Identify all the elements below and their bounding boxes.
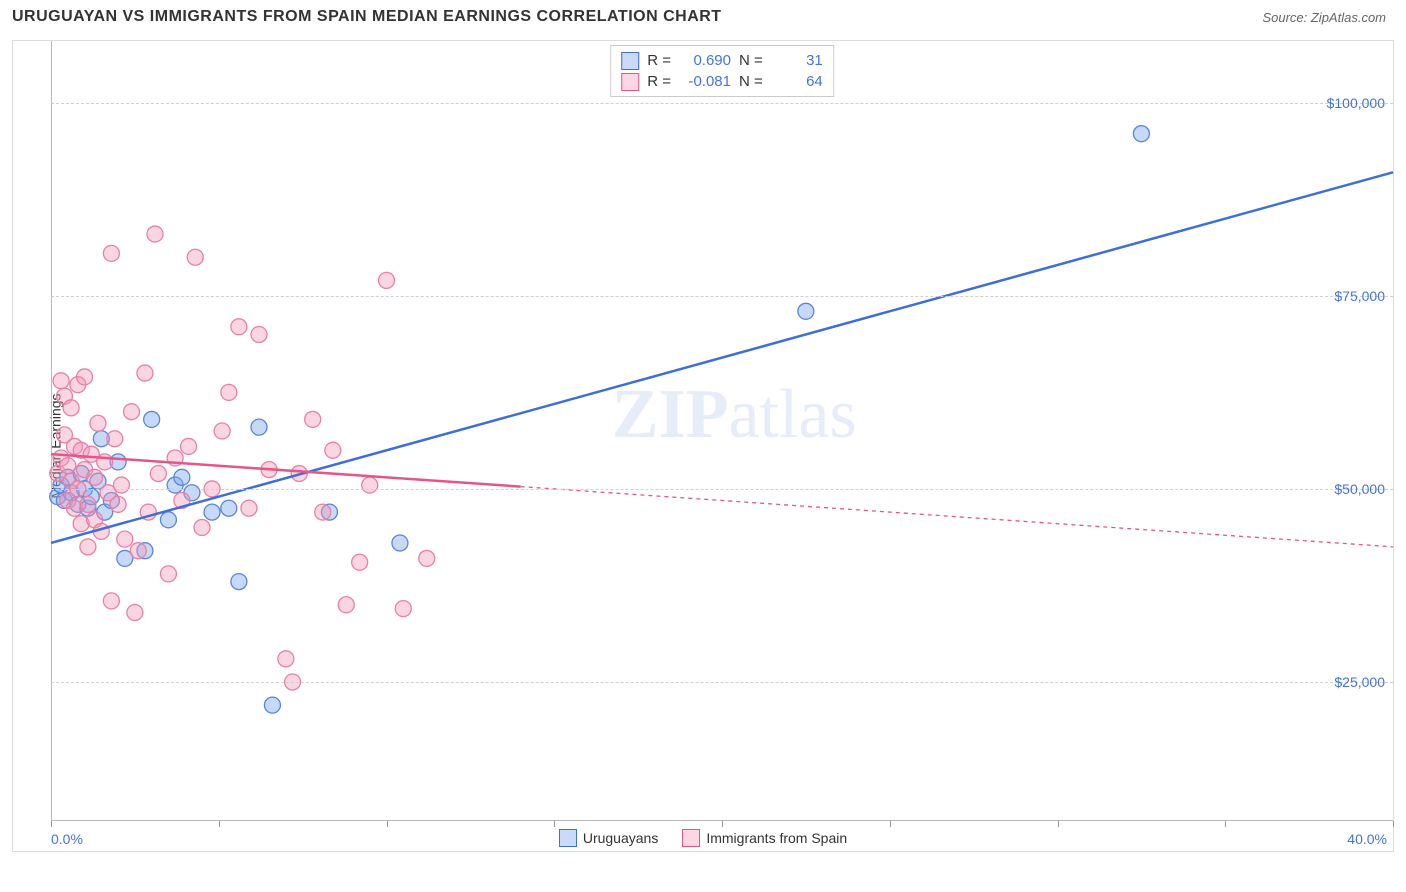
stat-n-label: N = xyxy=(739,50,763,71)
gridline-h xyxy=(51,296,1393,297)
x-tick xyxy=(1393,821,1394,827)
data-point-immigrants_spain xyxy=(117,531,133,547)
y-tick-label: $25,000 xyxy=(1334,674,1385,690)
stats-legend: R = 0.690 N = 31 R = -0.081 N = 64 xyxy=(610,45,834,97)
data-point-immigrants_spain xyxy=(395,601,411,617)
y-tick-label: $100,000 xyxy=(1327,95,1385,111)
data-point-immigrants_spain xyxy=(362,477,378,493)
stat-r-label: R = xyxy=(647,50,671,71)
data-point-immigrants_spain xyxy=(315,504,331,520)
legend-swatch-immigrants_spain xyxy=(682,829,700,847)
data-point-uruguayans xyxy=(231,574,247,590)
data-point-uruguayans xyxy=(160,512,176,528)
data-point-uruguayans xyxy=(174,469,190,485)
trendline-uruguayans xyxy=(51,172,1393,543)
stat-r-label: R = xyxy=(647,71,671,92)
data-point-immigrants_spain xyxy=(77,369,93,385)
data-point-immigrants_spain xyxy=(63,400,79,416)
data-point-immigrants_spain xyxy=(379,272,395,288)
bottom-legend: Uruguayans Immigrants from Spain xyxy=(13,829,1393,847)
data-point-uruguayans xyxy=(204,504,220,520)
data-point-immigrants_spain xyxy=(130,543,146,559)
x-tick xyxy=(890,821,891,827)
data-point-immigrants_spain xyxy=(137,365,153,381)
data-point-immigrants_spain xyxy=(352,554,368,570)
stat-n-value: 64 xyxy=(771,71,823,92)
trendline-immigrants_spain-dashed xyxy=(521,487,1393,547)
y-tick-label: $75,000 xyxy=(1334,288,1385,304)
data-point-immigrants_spain xyxy=(147,226,163,242)
data-point-uruguayans xyxy=(144,411,160,427)
data-point-immigrants_spain xyxy=(160,566,176,582)
data-point-uruguayans xyxy=(264,697,280,713)
stats-row-uruguayans: R = 0.690 N = 31 xyxy=(621,50,823,71)
data-point-immigrants_spain xyxy=(325,442,341,458)
x-tick xyxy=(219,821,220,827)
data-point-immigrants_spain xyxy=(80,539,96,555)
stat-n-value: 31 xyxy=(771,50,823,71)
stat-r-value: -0.081 xyxy=(679,71,731,92)
legend-item-immigrants_spain: Immigrants from Spain xyxy=(682,829,847,847)
legend-label-uruguayans: Uruguayans xyxy=(583,830,659,846)
x-tick xyxy=(1225,821,1226,827)
swatch-immigrants_spain xyxy=(621,73,639,91)
data-point-immigrants_spain xyxy=(251,326,267,342)
data-point-immigrants_spain xyxy=(181,438,197,454)
legend-label-immigrants_spain: Immigrants from Spain xyxy=(706,830,847,846)
data-point-immigrants_spain xyxy=(80,496,96,512)
chart-container: Median Earnings ZIPatlas R = 0.690 N = 3… xyxy=(12,40,1394,852)
data-point-immigrants_spain xyxy=(107,431,123,447)
data-point-immigrants_spain xyxy=(90,415,106,431)
data-point-immigrants_spain xyxy=(53,373,69,389)
chart-title: URUGUAYAN VS IMMIGRANTS FROM SPAIN MEDIA… xyxy=(12,8,722,26)
x-tick xyxy=(554,821,555,827)
data-point-uruguayans xyxy=(392,535,408,551)
plot-svg xyxy=(51,41,1393,821)
data-point-uruguayans xyxy=(798,303,814,319)
stats-row-immigrants_spain: R = -0.081 N = 64 xyxy=(621,71,823,92)
x-tick xyxy=(722,821,723,827)
source-label: Source: ZipAtlas.com xyxy=(1262,10,1386,25)
x-tick xyxy=(387,821,388,827)
data-point-immigrants_spain xyxy=(103,593,119,609)
data-point-immigrants_spain xyxy=(231,319,247,335)
gridline-h xyxy=(51,103,1393,104)
data-point-immigrants_spain xyxy=(127,604,143,620)
data-point-immigrants_spain xyxy=(221,384,237,400)
plot-area: ZIPatlas R = 0.690 N = 31 R = -0.081 N =… xyxy=(51,41,1393,821)
data-point-uruguayans xyxy=(251,419,267,435)
gridline-h xyxy=(51,682,1393,683)
data-point-immigrants_spain xyxy=(241,500,257,516)
stat-n-label: N = xyxy=(739,71,763,92)
y-tick-label: $50,000 xyxy=(1334,481,1385,497)
data-point-immigrants_spain xyxy=(110,496,126,512)
data-point-immigrants_spain xyxy=(187,249,203,265)
data-point-immigrants_spain xyxy=(87,469,103,485)
data-point-uruguayans xyxy=(1133,126,1149,142)
data-point-immigrants_spain xyxy=(278,651,294,667)
data-point-immigrants_spain xyxy=(305,411,321,427)
data-point-immigrants_spain xyxy=(214,423,230,439)
x-tick xyxy=(51,821,52,827)
data-point-immigrants_spain xyxy=(419,550,435,566)
data-point-immigrants_spain xyxy=(194,520,210,536)
data-point-uruguayans xyxy=(221,500,237,516)
swatch-uruguayans xyxy=(621,52,639,70)
data-point-immigrants_spain xyxy=(103,245,119,261)
gridline-h xyxy=(51,489,1393,490)
title-bar: URUGUAYAN VS IMMIGRANTS FROM SPAIN MEDIA… xyxy=(0,0,1406,34)
legend-swatch-uruguayans xyxy=(559,829,577,847)
data-point-immigrants_spain xyxy=(60,458,76,474)
legend-item-uruguayans: Uruguayans xyxy=(559,829,659,847)
data-point-immigrants_spain xyxy=(124,404,140,420)
data-point-immigrants_spain xyxy=(338,597,354,613)
stat-r-value: 0.690 xyxy=(679,50,731,71)
x-tick xyxy=(1058,821,1059,827)
data-point-immigrants_spain xyxy=(150,465,166,481)
data-point-immigrants_spain xyxy=(113,477,129,493)
